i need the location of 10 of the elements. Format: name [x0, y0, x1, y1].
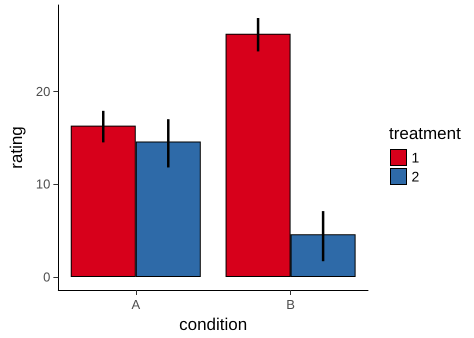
legend-title: treatment — [389, 124, 462, 143]
y-axis-title: rating — [7, 126, 26, 169]
legend-label: 1 — [412, 150, 420, 166]
y-tick-label: 10 — [36, 176, 50, 192]
x-tick-label: A — [131, 297, 140, 312]
y-tick-label: 20 — [36, 84, 50, 99]
x-axis-title: condition — [179, 315, 248, 334]
y-tick-label: 0 — [43, 270, 50, 285]
x-tick-label: B — [286, 297, 295, 312]
legend-label: 2 — [412, 168, 420, 184]
